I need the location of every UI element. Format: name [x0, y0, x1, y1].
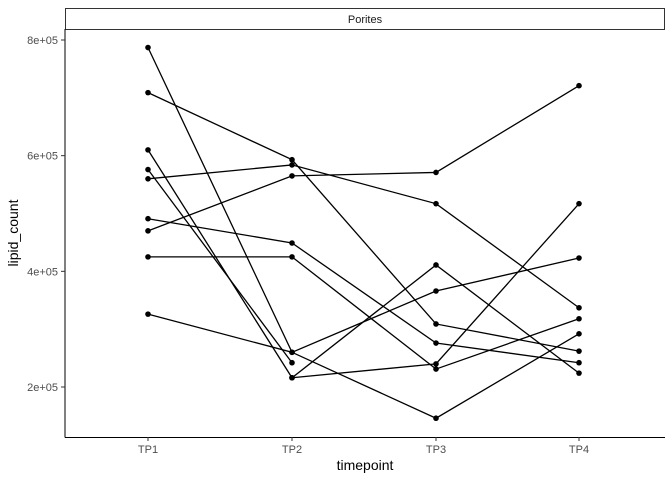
data-point-s8	[433, 366, 439, 372]
series-line-s7	[147, 85, 580, 232]
data-point-s5	[289, 162, 295, 168]
data-point-s4	[145, 166, 151, 173]
data-point-s1	[433, 415, 439, 422]
data-point-s3	[145, 147, 151, 153]
data-point-s9	[576, 255, 582, 261]
data-point-s10	[576, 200, 582, 207]
data-point-s3	[433, 262, 439, 268]
series-line-s5	[147, 164, 580, 309]
data-point-s10	[433, 361, 439, 367]
x-tick-label: TP2	[282, 444, 302, 456]
y-tick-label: 2e+05	[27, 382, 58, 394]
y-tick-label: 8e+05	[27, 35, 58, 47]
data-point-s6	[576, 359, 582, 366]
y-tick-label: 6e+05	[27, 151, 58, 163]
series-line-s9	[147, 257, 580, 353]
data-point-s7	[289, 173, 295, 179]
data-point-s2	[433, 321, 439, 327]
x-tick-label: TP4	[569, 444, 589, 456]
data-point-s5	[433, 200, 439, 207]
x-tick-label: TP3	[426, 444, 446, 456]
facet-label: Porites	[348, 14, 383, 26]
data-point-s2	[289, 156, 295, 163]
data-point-s8	[576, 315, 582, 322]
data-point-s6	[289, 240, 295, 246]
data-point-s5	[576, 304, 582, 311]
data-point-s9	[289, 349, 295, 356]
data-point-s2	[576, 348, 582, 354]
y-axis-label: lipid_count	[5, 199, 21, 266]
data-point-s10	[289, 374, 295, 381]
data-point-s8	[289, 254, 295, 260]
series-line-s8	[148, 256, 580, 370]
series-line-s4	[147, 169, 293, 364]
series-line-s1	[147, 47, 580, 419]
data-point-s6	[145, 215, 151, 222]
x-tick-label: TP1	[138, 444, 158, 456]
y-tick-label: 4e+05	[27, 266, 58, 278]
data-point-s8	[145, 254, 151, 260]
data-point-s9	[145, 311, 151, 317]
data-point-s2	[145, 89, 151, 96]
data-point-s1	[145, 44, 151, 51]
facet-strip	[65, 8, 665, 30]
series-line-s6	[147, 218, 580, 364]
series-line-s2	[147, 92, 580, 352]
data-point-s3	[576, 370, 582, 376]
x-axis-label: timepoint	[337, 457, 394, 473]
data-point-s7	[433, 169, 439, 176]
data-point-s7	[576, 82, 582, 89]
data-point-s7	[145, 228, 151, 234]
data-point-s5	[145, 176, 151, 182]
data-point-s4	[289, 359, 295, 366]
data-point-s6	[433, 340, 439, 346]
data-point-s9	[433, 288, 439, 294]
data-point-s1	[576, 330, 582, 337]
